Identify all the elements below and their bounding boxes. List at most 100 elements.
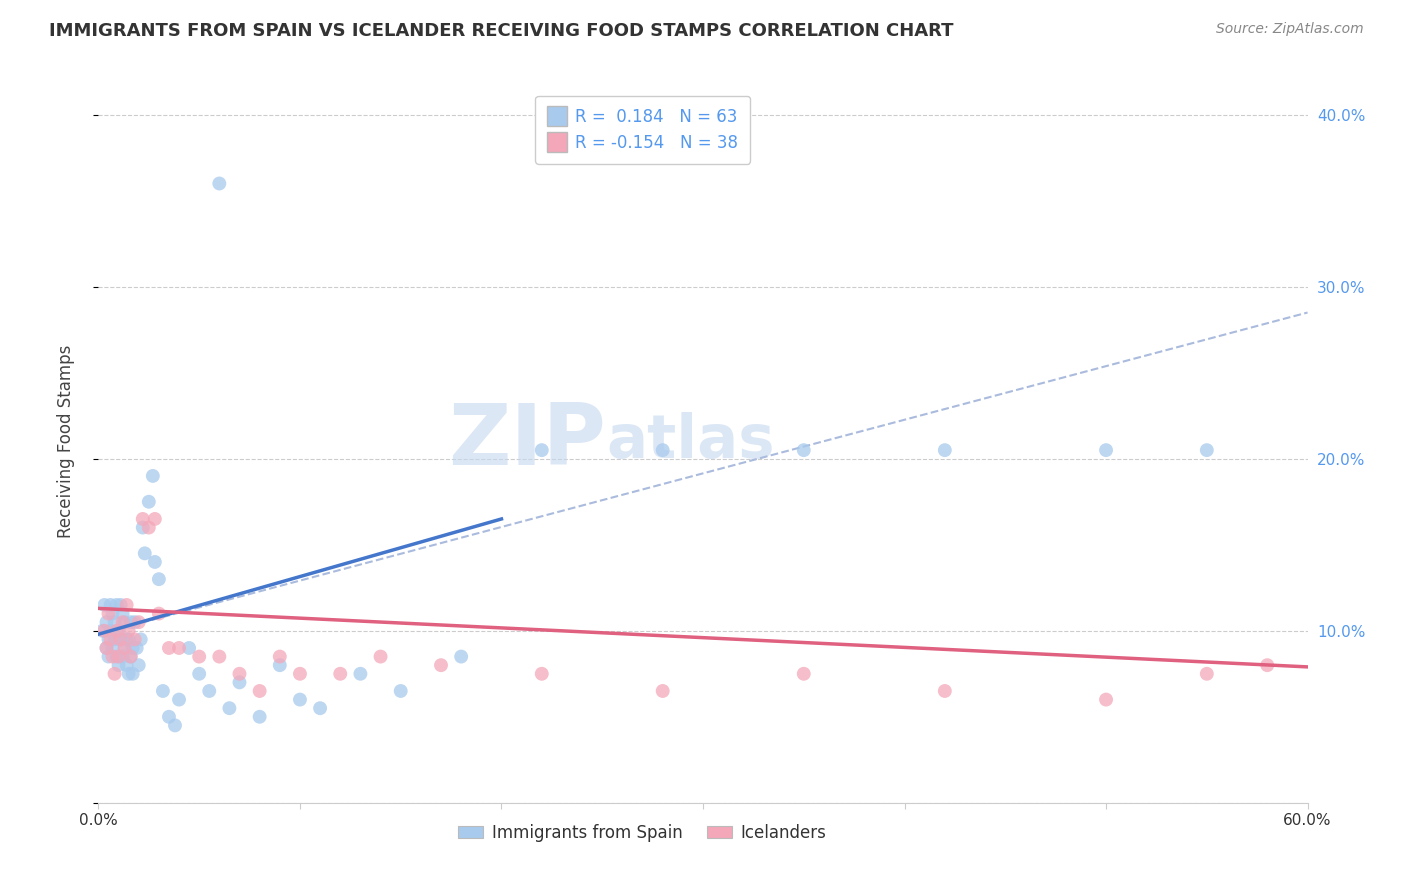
Point (143, 555, 166, 569)
Point (114, 640, 136, 655)
Point (114, 640, 136, 655)
Point (329, 666, 352, 681)
Point (370, 649, 392, 664)
Point (530, 666, 553, 681)
Point (100, 624, 122, 638)
Point (115, 658, 138, 673)
Point (198, 684, 221, 698)
Point (105, 649, 128, 664)
Point (110, 598, 132, 612)
Point (1195, 666, 1218, 681)
Point (103, 615, 125, 630)
Point (138, 520, 160, 534)
Point (118, 666, 141, 681)
Point (124, 615, 146, 630)
Point (249, 710, 271, 724)
Point (148, 572, 170, 586)
Point (218, 701, 240, 715)
Point (450, 649, 472, 664)
Point (142, 469, 165, 483)
Point (148, 607, 170, 621)
Point (1256, 658, 1278, 673)
Text: atlas: atlas (606, 412, 775, 471)
Point (208, 649, 231, 664)
Point (132, 512, 155, 526)
Point (1095, 692, 1118, 706)
Point (163, 718, 186, 732)
Point (157, 710, 180, 724)
Point (91, 624, 114, 638)
Point (1095, 443, 1118, 458)
Point (228, 666, 250, 681)
Point (120, 649, 142, 664)
Point (97, 632, 120, 647)
Text: IMMIGRANTS FROM SPAIN VS ICELANDER RECEIVING FOOD STAMPS CORRELATION CHART: IMMIGRANTS FROM SPAIN VS ICELANDER RECEI… (49, 22, 953, 40)
Point (934, 684, 956, 698)
Point (430, 658, 453, 673)
Point (101, 640, 124, 655)
Point (934, 443, 956, 458)
Point (105, 598, 128, 612)
Point (651, 684, 673, 698)
Point (152, 684, 174, 698)
Point (101, 607, 124, 621)
Point (228, 675, 250, 690)
Point (93, 598, 115, 612)
Point (110, 632, 132, 647)
Point (124, 632, 146, 647)
Point (114, 615, 136, 630)
Point (111, 607, 134, 621)
Point (132, 520, 155, 534)
Point (288, 666, 311, 681)
Point (111, 615, 134, 630)
Point (105, 624, 128, 638)
Point (269, 658, 291, 673)
Point (179, 640, 201, 655)
Point (138, 494, 160, 508)
Point (97, 649, 120, 664)
Point (125, 640, 148, 655)
Text: Source: ZipAtlas.com: Source: ZipAtlas.com (1216, 22, 1364, 37)
Point (651, 443, 673, 458)
Point (121, 640, 143, 655)
Point (793, 443, 815, 458)
Point (288, 692, 311, 706)
Point (107, 624, 129, 638)
Point (309, 701, 332, 715)
Point (157, 640, 180, 655)
Point (188, 666, 211, 681)
Point (128, 658, 150, 673)
Point (111, 649, 134, 664)
Point (115, 598, 138, 612)
Text: ZIP: ZIP (449, 400, 606, 483)
Point (349, 666, 371, 681)
Point (107, 658, 129, 673)
Legend: Immigrants from Spain, Icelanders: Immigrants from Spain, Icelanders (451, 817, 834, 848)
Point (121, 666, 143, 681)
Point (143, 512, 166, 526)
Y-axis label: Receiving Food Stamps: Receiving Food Stamps (56, 345, 75, 538)
Point (129, 632, 152, 647)
Point (107, 649, 129, 664)
Point (530, 443, 553, 458)
Point (101, 649, 124, 664)
Point (128, 615, 150, 630)
Point (249, 684, 271, 698)
Point (134, 546, 156, 560)
Point (269, 649, 291, 664)
Point (97, 607, 120, 621)
Point (167, 692, 190, 706)
Point (115, 632, 138, 647)
Point (118, 632, 141, 647)
Point (96, 615, 118, 630)
Point (96, 640, 118, 655)
Point (188, 649, 211, 664)
Point (103, 632, 125, 647)
Point (167, 640, 190, 655)
Point (118, 624, 141, 638)
Point (120, 649, 142, 664)
Point (96, 640, 118, 655)
Point (120, 615, 142, 630)
Point (208, 177, 231, 191)
Point (389, 684, 412, 698)
